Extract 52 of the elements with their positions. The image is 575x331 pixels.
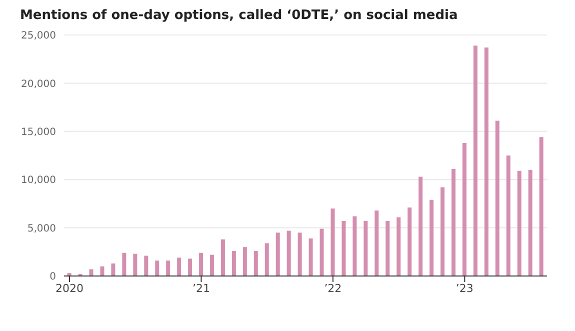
bar — [484, 48, 488, 276]
y-tick-label: 20,000 — [21, 78, 56, 90]
bar — [539, 137, 544, 276]
bar — [122, 252, 126, 276]
x-tick-label: 2020 — [55, 282, 84, 295]
x-tick-label: ’21 — [192, 282, 210, 295]
bar — [210, 254, 214, 276]
bar — [308, 238, 313, 276]
y-tick-label: 15,000 — [21, 126, 56, 138]
bar — [232, 250, 236, 276]
y-tick-label: 0 — [50, 272, 56, 283]
bar — [342, 221, 346, 276]
bar — [100, 266, 104, 276]
y-tick-label: 5,000 — [27, 223, 56, 234]
x-tick-label: ’23 — [456, 282, 474, 295]
bar — [408, 208, 412, 276]
bar — [418, 176, 423, 276]
bar — [276, 232, 280, 276]
bar — [199, 252, 204, 276]
chart-title: Mentions of one-day options, called ‘0DTE,’ on social media — [20, 8, 459, 23]
y-tick-label: 10,000 — [21, 175, 56, 186]
bar — [352, 216, 357, 276]
y-tick-label: 25,000 — [21, 30, 56, 42]
bar — [220, 239, 225, 276]
bar — [242, 247, 247, 276]
bar — [320, 228, 324, 276]
bar — [264, 243, 269, 276]
bar — [166, 260, 170, 276]
bar — [330, 208, 335, 276]
bar — [452, 168, 456, 276]
bar — [396, 217, 401, 276]
bar — [473, 46, 478, 276]
bar — [440, 187, 445, 276]
bar — [286, 230, 291, 276]
bar — [177, 258, 182, 276]
bar — [254, 250, 258, 276]
bar — [506, 156, 510, 276]
bar — [386, 221, 390, 276]
bar — [133, 254, 138, 276]
bar — [298, 232, 302, 276]
bar — [430, 200, 434, 276]
bar — [188, 258, 192, 276]
bar — [144, 256, 148, 276]
bar — [374, 210, 379, 276]
bar — [495, 120, 500, 276]
bar — [364, 221, 368, 276]
bar — [111, 263, 116, 276]
bar — [155, 260, 160, 276]
x-tick-label: ’22 — [324, 282, 342, 295]
bar — [528, 170, 532, 276]
bar — [462, 142, 466, 276]
bar — [517, 170, 522, 276]
